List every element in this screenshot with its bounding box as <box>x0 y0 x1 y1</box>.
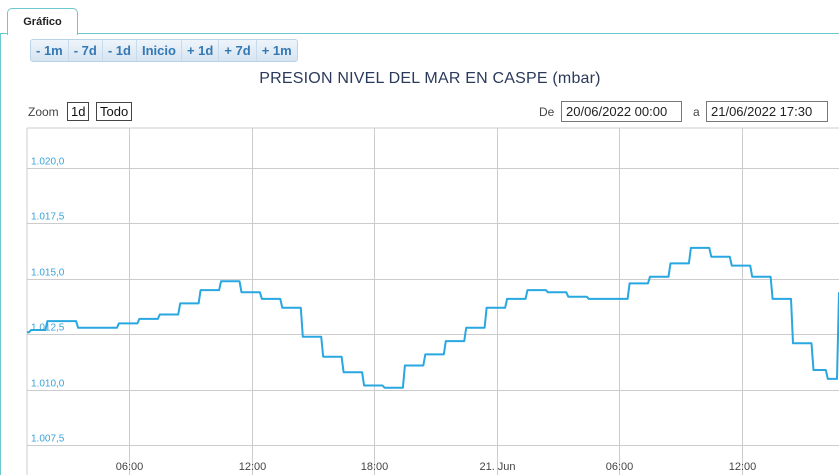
x-tick-label: 06:00 <box>606 461 634 473</box>
y-tick-label: 1.010,0 <box>31 379 65 390</box>
x-tick-label: 12:00 <box>239 461 267 473</box>
to-date-input[interactable]: 21/06/2022 17:30 <box>706 101 828 122</box>
y-tick-label: 1.007,5 <box>31 434 65 445</box>
zoom-1d-button[interactable]: 1d <box>67 102 90 121</box>
y-tick-label: 1.015,0 <box>31 268 65 279</box>
y-tick-label: 1.017,5 <box>31 212 65 223</box>
plus-1-month-button[interactable]: + 1m <box>256 40 297 61</box>
tab-grafico[interactable]: Gráfico <box>7 8 78 35</box>
from-date-input[interactable]: 20/06/2022 00:00 <box>561 101 682 122</box>
plus-7-days-button[interactable]: + 7d <box>219 40 257 61</box>
minus-1-month-button[interactable]: - 1m <box>31 40 69 61</box>
tab-bar: Gráfico <box>0 0 839 35</box>
chart-panel <box>0 33 839 475</box>
range-selector: - 1m - 7d - 1d Inicio + 1d + 7d + 1m <box>30 39 298 62</box>
to-label: a <box>693 105 700 119</box>
x-tick-label: 06:00 <box>116 461 144 473</box>
y-tick-label: 1.020,0 <box>31 157 65 168</box>
y-tick-label: 1.012,5 <box>31 323 65 334</box>
from-label: De <box>539 105 555 119</box>
zoom-all-button[interactable]: Todo <box>96 102 133 121</box>
zoom-label: Zoom <box>28 105 59 119</box>
minus-1-day-button[interactable]: - 1d <box>102 40 137 61</box>
chart-title: PRESION NIVEL DEL MAR EN CASPE (mbar) <box>259 70 601 87</box>
plus-1-day-button[interactable]: + 1d <box>181 40 220 61</box>
x-tick-label: 18:00 <box>361 461 389 473</box>
x-tick-label: 21. Jun <box>479 461 515 473</box>
x-tick-label: 12:00 <box>729 461 757 473</box>
minus-7-days-button[interactable]: - 7d <box>68 40 103 61</box>
pressure-series-line <box>27 246 839 389</box>
start-button[interactable]: Inicio <box>136 40 182 61</box>
